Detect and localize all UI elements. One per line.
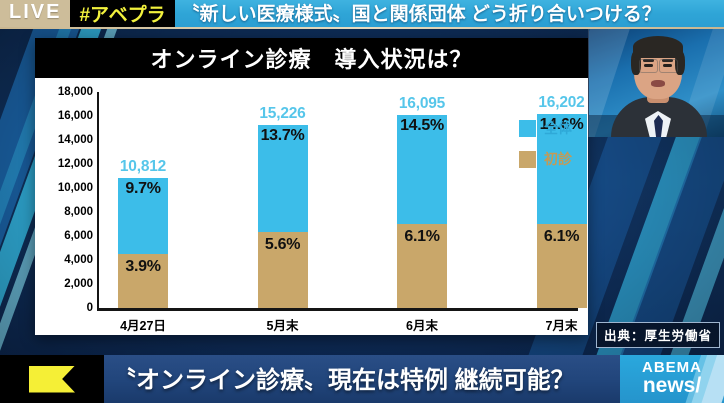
legend-swatch-total [519, 119, 536, 137]
bar-segment-first[interactable]: 6.1% [536, 224, 587, 308]
bar-segment-label-first: 3.9% [125, 258, 161, 275]
ticker-headline: 〝新しい医療様式〟国と関係団体 どう折り合いつける？ [174, 0, 724, 27]
logo-text-news: news/ [642, 374, 702, 398]
commentator-eyebrow [662, 59, 673, 62]
bar-segment-label-first: 6.1% [404, 228, 440, 245]
bar-total-label: 16,202 [538, 93, 585, 111]
bar-segment-total[interactable]: 14.6% [536, 113, 587, 224]
bar-segment-label-total: 13.7% [260, 127, 305, 145]
commentator-glasses [659, 59, 678, 73]
commentator-eye [644, 64, 653, 67]
video-inset-panel[interactable] [588, 28, 724, 137]
commentator-tie [654, 115, 663, 137]
y-axis-line [97, 92, 99, 310]
bar-total-label: 10,812 [119, 158, 167, 176]
bar-segment-label-total: 9.7% [125, 180, 161, 198]
bar-segment-first[interactable]: 5.6% [257, 232, 308, 308]
x-axis-category-label: 4月27日 [120, 319, 166, 333]
commentator-hair [633, 36, 683, 58]
commentator-hair [675, 51, 685, 75]
y-axis-tick-label: 18,000 [57, 86, 93, 98]
bar-segment-first[interactable]: 6.1% [397, 224, 447, 308]
y-axis-tick-label: 2,000 [64, 278, 93, 290]
legend-label-first: 初診 [544, 151, 572, 167]
x-axis-line [97, 308, 578, 311]
flag-icon [29, 365, 75, 393]
chart-title: オンライン診療 導入状況は？ [35, 38, 588, 78]
logo-text-abema: ABEMA [642, 359, 702, 377]
y-axis-tick-label: 16,000 [57, 110, 93, 122]
bar-total-label: 16,095 [398, 94, 446, 112]
bar-segment-label-total: 14.6% [539, 115, 584, 133]
bottom-banner: 〝オンライン診療〟現在は特例 継続可能？ ABEMA news/ [0, 355, 724, 403]
y-axis-tick-label: 14,000 [57, 134, 93, 146]
commentator-eyebrow [643, 59, 654, 62]
y-axis-tick-label: 6,000 [64, 230, 93, 242]
table-row[interactable]: 16,095 14.5% 6.1% 6月末 [397, 95, 447, 333]
commentator-glasses [639, 59, 658, 73]
flag-icon-box [0, 355, 104, 403]
bar-segment-label-total: 14.5% [400, 116, 444, 134]
hashtag-badge: #アベプラ [70, 0, 175, 27]
y-axis-tick-label: 8,000 [64, 206, 93, 218]
legend-swatch-first [519, 150, 536, 168]
legend-item-first: 初診 [519, 149, 572, 169]
bar-total-label: 15,226 [259, 105, 306, 123]
y-axis-tick-label: 0 [86, 302, 93, 314]
chart-legend: 全体 初診 [519, 118, 572, 180]
y-axis-tick-label: 4,000 [64, 254, 93, 266]
commentator-mouth [651, 80, 665, 87]
x-axis-category-label: 6月末 [406, 319, 438, 333]
live-badge: LIVE [0, 0, 71, 27]
x-axis-category-label: 7月末 [545, 319, 578, 333]
y-axis-tick-label: 12,000 [57, 158, 93, 170]
top-ticker-bar: LIVE #アベプラ 〝新しい医療様式〟国と関係団体 どう折り合いつける？ [0, 0, 724, 27]
y-axis-tick-label: 10,000 [57, 182, 93, 194]
legend-item-total: 全体 [519, 118, 572, 138]
legend-label-total: 全体 [544, 120, 572, 136]
x-axis-category-label: 5月末 [266, 319, 299, 333]
bar-segment-total[interactable]: 13.7% [257, 125, 308, 233]
bar-segment-total[interactable]: 14.5% [397, 114, 447, 224]
bar-segment-label-first: 6.1% [543, 228, 580, 245]
bar-segment-label-first: 5.6% [264, 236, 301, 254]
chart-plot-area: 18,000 16,000 14,000 12,000 10,000 8,000 6,000… [35, 78, 588, 335]
table-row[interactable]: 15,226 13.7% 5.6% 5月末 [257, 105, 308, 333]
commentator-eye [663, 64, 672, 67]
bar-segment-first[interactable]: 3.9% [118, 254, 168, 308]
chart-card: オンライン診療 導入状況は？ 18,000 16,000 14,000 12,000 1… [35, 38, 588, 335]
table-row[interactable]: 16,202 14.6% 6.1% 7月末 [536, 94, 587, 333]
bottom-headline: 〝オンライン診療〟現在は特例 継続可能？ [104, 355, 620, 403]
bar-segment-total[interactable]: 9.7% [118, 178, 168, 254]
table-row[interactable]: 10,812 9.7% 3.9% 4月27日 [118, 158, 168, 333]
ticker-underline [0, 27, 724, 29]
commentator-hair [631, 51, 641, 75]
source-attribution: 出典：厚生労働省 [595, 322, 720, 348]
abema-news-logo: ABEMA news/ [620, 355, 724, 403]
